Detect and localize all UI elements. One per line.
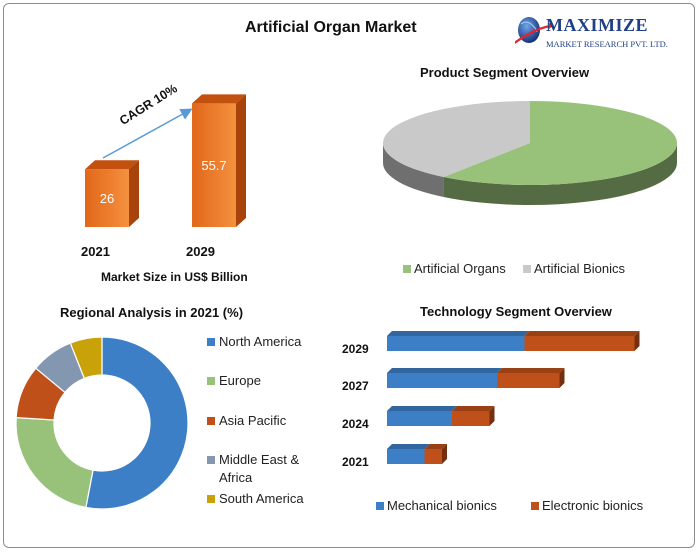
regional-analysis-title: Regional Analysis in 2021 (%) xyxy=(60,305,244,320)
market-size-caption: Market Size in US$ Billion xyxy=(101,270,248,284)
page-title: Artificial Organ Market xyxy=(245,19,417,36)
tech-year-2027: 2027 xyxy=(342,379,369,393)
legend-north-america: North America xyxy=(219,334,302,349)
legend-europe: Europe xyxy=(219,373,261,388)
logo-name: MAXIMIZE xyxy=(546,15,648,35)
legend-swatch-artificial-bionics xyxy=(523,265,531,273)
legend-artificial-bionics: Artificial Bionics xyxy=(534,261,626,276)
legend-middle-east-africa-line1: Middle East & xyxy=(219,452,300,467)
legend-swatch-europe xyxy=(207,377,215,385)
legend-swatch-middle-east-africa xyxy=(207,456,215,464)
market-bar-year-2029: 2029 xyxy=(186,244,215,259)
technology-segment-title: Technology Segment Overview xyxy=(420,304,612,319)
legend-swatch-mechanical-bionics xyxy=(376,502,384,510)
legend-electronic-bionics: Electronic bionics xyxy=(542,498,644,513)
legend-artificial-organs: Artificial Organs xyxy=(414,261,506,276)
legend-swatch-asia-pacific xyxy=(207,417,215,425)
legend-swatch-north-america xyxy=(207,338,215,346)
tech-year-2024: 2024 xyxy=(342,417,369,431)
legend-middle-east-africa-line2: Africa xyxy=(219,470,253,485)
legend-asia-pacific: Asia Pacific xyxy=(219,413,287,428)
legend-swatch-artificial-organs xyxy=(403,265,411,273)
product-segment-title: Product Segment Overview xyxy=(420,65,590,80)
legend-swatch-electronic-bionics xyxy=(531,502,539,510)
legend-mechanical-bionics: Mechanical bionics xyxy=(387,498,497,513)
tech-year-2029: 2029 xyxy=(342,342,369,356)
legend-south-america: South America xyxy=(219,491,304,506)
legend-swatch-south-america xyxy=(207,495,215,503)
company-logo: MAXIMIZE MARKET RESEARCH PVT. LTD. xyxy=(512,10,695,56)
market-bar-year-2021: 2021 xyxy=(81,244,110,259)
logo-subtitle: MARKET RESEARCH PVT. LTD. xyxy=(546,39,668,49)
tech-year-2021: 2021 xyxy=(342,455,369,469)
